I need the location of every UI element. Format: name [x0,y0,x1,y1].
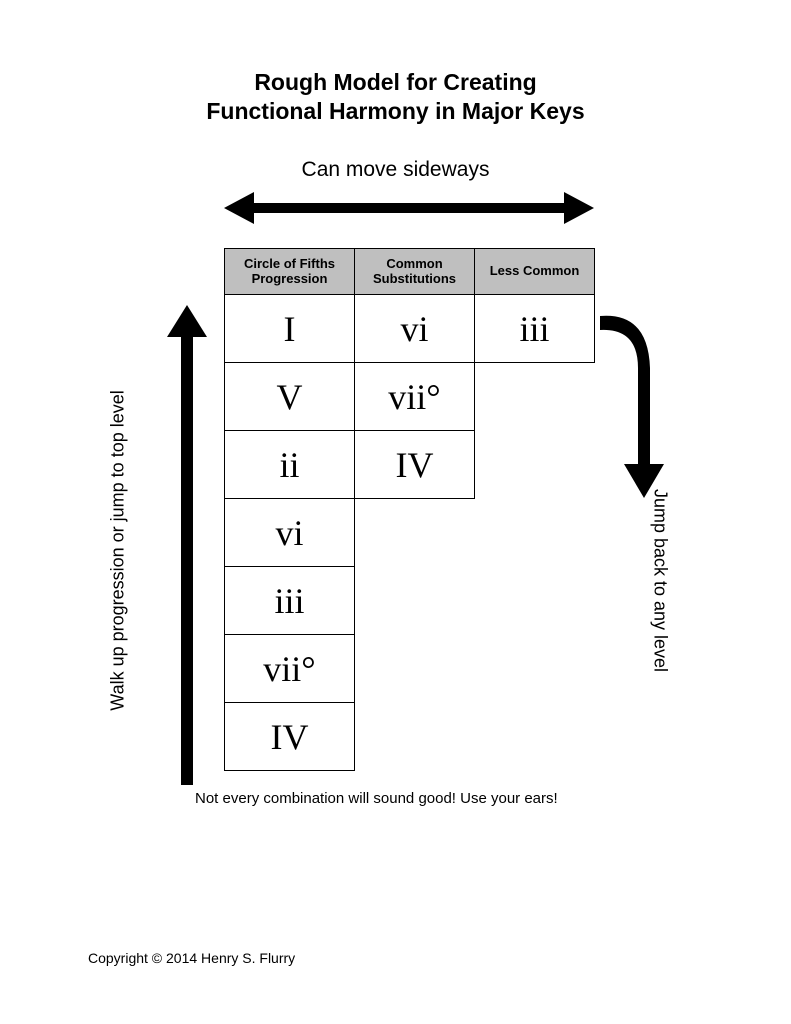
header-less-common: Less Common [475,249,595,295]
table-header-row: Circle of Fifths Progression Common Subs… [225,249,595,295]
up-arrow-icon [167,305,207,785]
sideways-label: Can move sideways [0,158,791,182]
table-row: IV [225,703,595,771]
table-cell [475,499,595,567]
table-row: Iviiii [225,295,595,363]
page: Rough Model for Creating Functional Harm… [0,0,791,1024]
copyright: Copyright © 2014 Henry S. Flurry [88,950,295,966]
table-cell: V [225,363,355,431]
header-common-subs: Common Substitutions [355,249,475,295]
table-cell: I [225,295,355,363]
table-cell [355,635,475,703]
table-cell: vii° [355,363,475,431]
table-cell: iii [475,295,595,363]
table-cell [475,703,595,771]
table-cell [475,431,595,499]
table-body: IviiiiVvii°iiIVviiiivii°IV [225,295,595,771]
table-cell: IV [225,703,355,771]
table-cell [355,703,475,771]
table-row: iiIV [225,431,595,499]
table-row: iii [225,567,595,635]
curved-down-arrow-icon [594,298,684,498]
table-cell [475,567,595,635]
table-cell [355,567,475,635]
header-circle-of-fifths: Circle of Fifths Progression [225,249,355,295]
table-cell [475,363,595,431]
table-cell: vii° [225,635,355,703]
title-line-2: Functional Harmony in Major Keys [206,98,584,124]
table-row: vii° [225,635,595,703]
table-cell [355,499,475,567]
table-cell: ii [225,431,355,499]
table-cell: vi [355,295,475,363]
page-title: Rough Model for Creating Functional Harm… [0,68,791,126]
title-line-1: Rough Model for Creating [254,69,536,95]
table-cell [475,635,595,703]
footnote: Not every combination will sound good! U… [195,790,558,807]
table-cell: iii [225,567,355,635]
table-row: Vvii° [225,363,595,431]
table-cell: IV [355,431,475,499]
table-cell: vi [225,499,355,567]
table-row: vi [225,499,595,567]
horizontal-double-arrow-icon [224,190,594,226]
progression-table: Circle of Fifths Progression Common Subs… [224,248,595,771]
